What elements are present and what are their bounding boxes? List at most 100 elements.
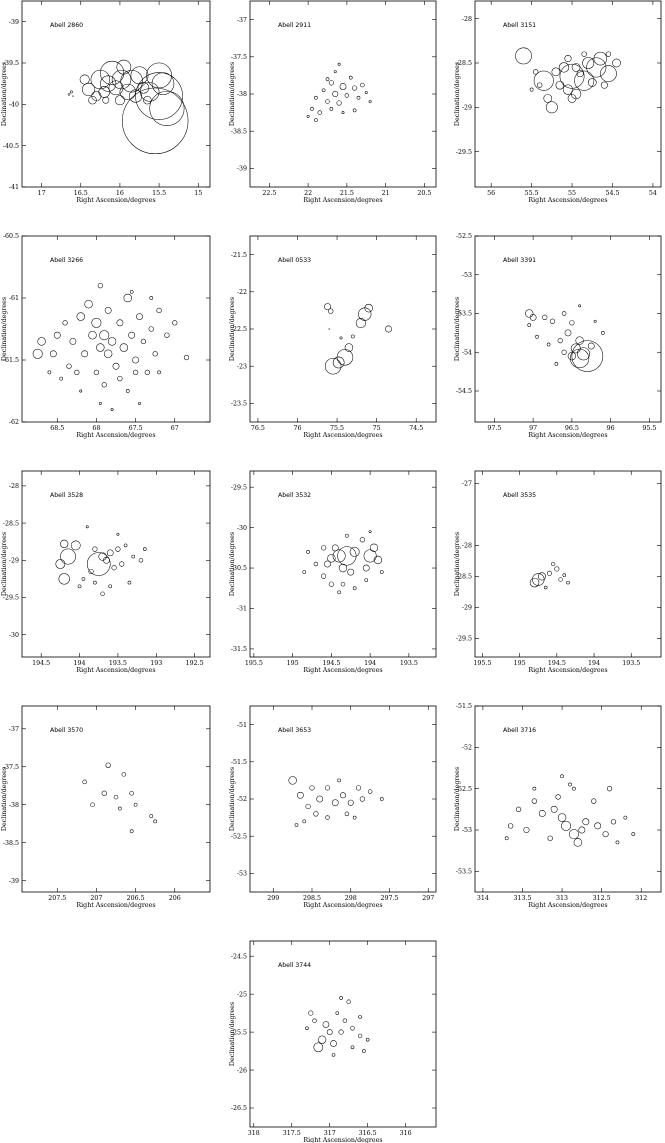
galaxy-circle [55,559,66,569]
galaxy-circle [602,831,609,838]
galaxy-circle [531,798,538,804]
galaxy-circle [327,554,336,563]
x-tick-label: 76 [293,425,301,432]
galaxy-circle [128,331,136,339]
galaxy-circle [88,96,97,105]
galaxy-circle [532,786,537,791]
y-tick-label: -38.5 [3,840,19,847]
galaxy-circle [98,552,107,561]
galaxy-circle [129,791,134,796]
galaxy-circle [369,543,379,552]
galaxy-circle [302,570,307,574]
galaxy-circle [331,799,339,807]
cluster-panel: 195.5 195 194.5 194 193.5 -27 -28 -28.5 -29 -29.5… [454,470,662,674]
y-tick-label: -52 [237,796,247,803]
plot-frame [474,705,662,893]
x-tick-label: 313.5 [513,895,531,902]
galaxy-circle [69,90,73,94]
x-tick-label: 96.5 [565,425,579,432]
galaxy-circle [309,785,315,791]
y-tick-label: -26 [237,1067,247,1074]
galaxy-circle [348,75,353,80]
y-tick-label: -37.5 [3,764,19,771]
x-tick-label: 195 [287,660,299,667]
y-tick-label: -31.5 [231,646,247,653]
galaxy-circle [183,354,190,361]
plot-frame [474,470,662,658]
galaxy-circle [130,66,149,85]
y-tick-label: -53 [462,272,472,279]
galaxy-circle [321,545,327,551]
galaxy-circle [120,69,143,93]
galaxy-circle [149,296,154,300]
x-tick-label: 297 [422,895,434,902]
galaxy-circle [529,577,540,588]
galaxy-circle [546,342,551,347]
x-tick-label: 193.5 [400,660,418,667]
galaxy-circle [554,566,560,572]
galaxy-circle [555,794,561,800]
x-tick-label: 96 [607,425,615,432]
y-tick-label: -52.5 [456,233,472,240]
y-tick-label: -31 [237,606,247,613]
galaxy-circle [156,307,162,314]
galaxy-circle [561,349,567,355]
galaxy-circle [555,80,565,90]
x-tick-label: 194 [588,660,600,667]
galaxy-circle [333,70,337,74]
y-axis-label: Declination/degrees [229,532,236,596]
x-tick-label: 298 [345,895,357,902]
y-tick-label: -28.5 [3,520,19,527]
galaxy-circle [357,1033,363,1039]
galaxy-circle [62,320,68,326]
galaxy-circle [546,570,552,576]
galaxy-circle [337,62,341,66]
galaxy-circle [339,996,343,1000]
galaxy-circle [600,81,608,89]
galaxy-circle [359,537,365,543]
y-tick-label: -22 [237,289,247,296]
y-tick-label: -37.5 [231,54,247,61]
galaxy-circle [322,1021,330,1028]
galaxy-circle [587,78,597,87]
cluster-panel: 299 298.5 298 297.5 297 -51 -51.5 -52 -52.5 -53 Ri… [229,705,437,909]
galaxy-circle [543,585,548,590]
galaxy-circle [578,826,586,834]
galaxy-circle [336,100,342,106]
galaxy-circle [101,382,107,388]
cluster-panel: 207.5 207 206.5 206 -37 -37.5 -38 -38.5 -39 Right… [1,705,211,909]
galaxy-circle [127,580,132,585]
y-tick-label: -51.5 [456,703,472,710]
x-tick-label: 20.5 [417,190,431,197]
galaxy-circle [559,63,585,89]
galaxy-circle [368,530,372,534]
galaxy-circle [582,818,590,826]
y-tick-label: -38 [9,802,19,809]
galaxy-circle [131,554,136,559]
galaxy-circle [631,832,636,836]
galaxy-circle [132,369,139,376]
galaxy-circle [117,375,123,382]
galaxy-circle [612,58,621,68]
x-axis-label: Right Ascension/degrees [76,902,155,909]
galaxy-circle [504,836,509,841]
galaxy-circle [306,550,310,554]
galaxy-circle [542,314,548,320]
x-tick-label: 21 [382,190,390,197]
galaxy-circle [360,82,365,88]
galaxy-point [328,328,330,330]
galaxy-circle [545,101,558,114]
galaxy-circle [119,561,125,567]
galaxy-circle [566,580,570,585]
galaxy-circle [564,55,572,63]
y-axis-label: Declination/degrees [1,532,8,596]
plot-frame [474,0,662,188]
galaxy-circle [557,813,567,822]
panel-title: Abell 3744 [278,962,311,969]
panel-title: Abell 3570 [50,727,83,734]
y-axis-label: Declination/degrees [229,767,236,831]
galaxy-circle [119,343,129,352]
x-tick-label: 55.5 [525,190,539,197]
galaxy-circle [525,309,534,318]
x-tick-label: 312 [635,895,647,902]
